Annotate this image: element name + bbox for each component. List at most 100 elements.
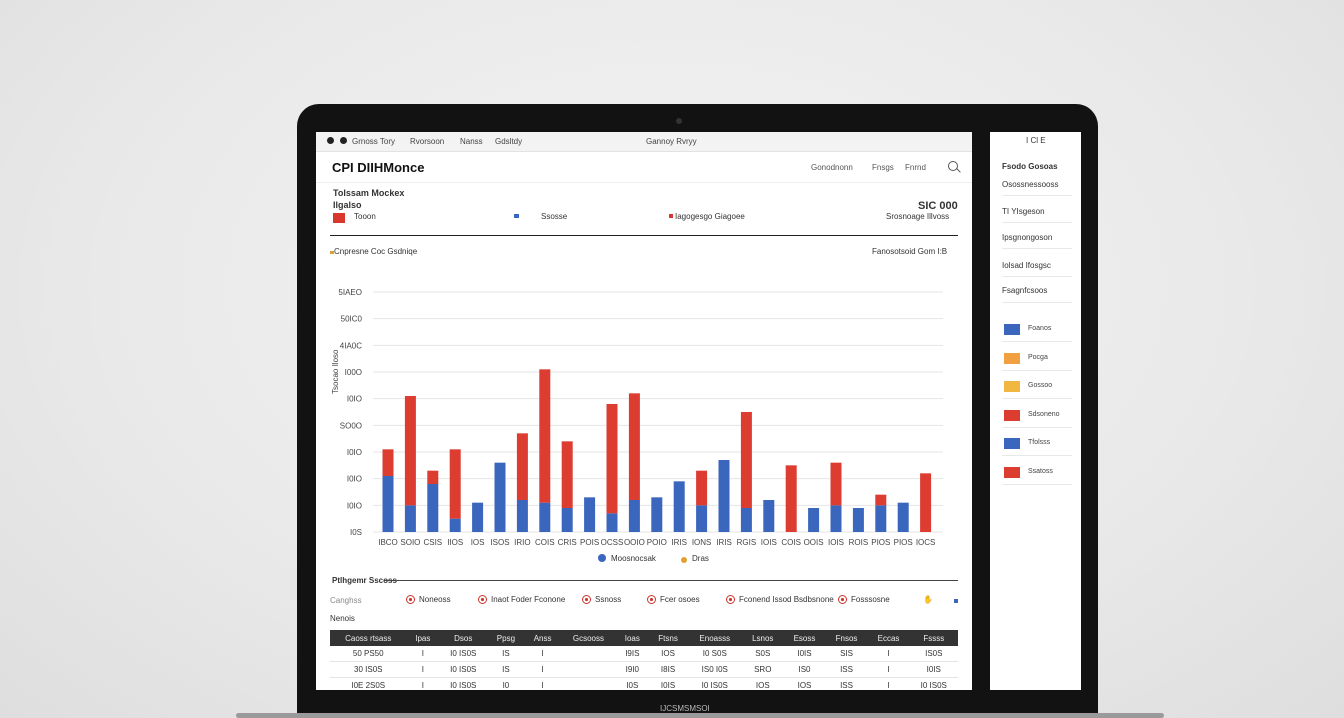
table-header-cell[interactable]: Ipas: [406, 630, 440, 646]
bar-segment-red[interactable]: [516, 433, 528, 500]
x-tick-label: IRIS: [716, 538, 732, 547]
table-row[interactable]: I0E 2S0S I I0 IS0S I0 I I0S I0IS I0 IS0S IOS IOS I…: [330, 677, 958, 690]
tab-item[interactable]: Noneoss: [406, 595, 451, 605]
bar-segment-blue[interactable]: [561, 508, 573, 532]
chart-legend-label[interactable]: Dras: [692, 554, 709, 563]
divider: [1002, 341, 1072, 342]
legend-label[interactable]: Ssatoss: [1028, 467, 1053, 475]
filter-label[interactable]: Canghss: [330, 596, 362, 605]
table-header-cell[interactable]: Anss: [524, 630, 561, 646]
bar-segment-red[interactable]: [606, 404, 618, 514]
panel-item[interactable]: Osossnessooss: [1002, 180, 1059, 189]
table-cell: IS: [487, 646, 525, 662]
bar-segment-red[interactable]: [875, 494, 887, 506]
menu-item[interactable]: Nanss: [460, 137, 483, 146]
nav-item[interactable]: Gonodnonn: [811, 163, 853, 172]
legend-label[interactable]: Sdsoneno: [1028, 410, 1060, 418]
legend-label[interactable]: Pocga: [1028, 353, 1048, 361]
bar-segment-red[interactable]: [404, 396, 416, 506]
bar-segment-blue[interactable]: [584, 497, 596, 532]
bar-segment-red[interactable]: [830, 462, 842, 506]
bar-segment-blue[interactable]: [740, 508, 752, 532]
bar-segment-red[interactable]: [449, 449, 461, 519]
bar-segment-blue[interactable]: [404, 505, 416, 532]
bar-segment-red[interactable]: [740, 412, 752, 508]
tab-item[interactable]: Fosssosne: [838, 595, 890, 605]
bar-segment-red[interactable]: [628, 393, 640, 500]
bar-segment-red[interactable]: [539, 369, 551, 503]
bar-segment-blue[interactable]: [427, 484, 439, 532]
nav-item[interactable]: Fnsgs: [872, 163, 894, 172]
panel-item[interactable]: Iolsad Ifosgsc: [1002, 261, 1051, 270]
table-header-cell[interactable]: Esoss: [783, 630, 826, 646]
table-cell: I9I0: [616, 661, 649, 678]
bar-segment-blue[interactable]: [539, 502, 551, 532]
menu-item[interactable]: Gdsltdy: [495, 137, 523, 146]
bar-segment-red[interactable]: [427, 470, 439, 484]
bar-segment-blue[interactable]: [606, 513, 618, 532]
panel-item[interactable]: Fsagnfcsoos: [1002, 286, 1048, 295]
tab-item[interactable]: Ssnoss: [582, 595, 621, 605]
x-tick-label: POIS: [580, 538, 599, 547]
bar-segment-blue[interactable]: [516, 500, 528, 532]
tab-item[interactable]: Fcer osoes: [647, 595, 700, 605]
y-tick-label: I0S: [350, 528, 362, 537]
table-header-cell[interactable]: Fnsos: [825, 630, 868, 646]
bar-segment-blue[interactable]: [449, 518, 461, 532]
table-header-cell[interactable]: Enoasss: [687, 630, 743, 646]
table-header-cell[interactable]: Fssss: [909, 630, 958, 646]
bar-segment-blue[interactable]: [382, 476, 394, 532]
panel-item[interactable]: Ipsgnongoson: [1002, 233, 1053, 242]
panel-toolbar-icons[interactable]: I Cl E: [1026, 136, 1046, 145]
bar-segment-blue[interactable]: [852, 508, 864, 532]
bar-segment-red[interactable]: [696, 470, 708, 506]
bar-segment-blue[interactable]: [718, 460, 730, 532]
bar-segment-blue[interactable]: [673, 481, 685, 532]
legend-label[interactable]: Tfolsss: [1028, 439, 1051, 446]
window-close-icon[interactable]: [327, 137, 334, 144]
table-header-cell[interactable]: Caoss rtsass: [330, 630, 407, 646]
x-tick-label: IOIS: [761, 538, 777, 547]
bar-segment-blue[interactable]: [494, 462, 506, 532]
panel-item[interactable]: TI YIsgeson: [1002, 207, 1045, 216]
table-row[interactable]: 50 PS50 I I0 IS0S IS I I9IS IOS I0 S0S S0S I0IS SI…: [330, 646, 958, 662]
search-icon[interactable]: [948, 161, 958, 171]
tab-item[interactable]: Fconend Issod Bsdbsnone: [726, 595, 834, 605]
bar-segment-blue[interactable]: [808, 508, 820, 532]
bar-segment-blue[interactable]: [472, 502, 484, 532]
table-header-cell[interactable]: Ftsns: [648, 630, 688, 646]
chart-legend-label[interactable]: Moosnocsak: [611, 554, 656, 563]
bar-segment-red[interactable]: [382, 449, 394, 476]
summary-subtitle: Ilgalso: [333, 200, 362, 210]
bar-segment-red[interactable]: [785, 465, 797, 532]
legend-label[interactable]: Foanos: [1028, 325, 1052, 332]
panel-item[interactable]: Fsodo Gosoas: [1002, 162, 1058, 171]
menu-item[interactable]: Grnoss Tory: [352, 137, 395, 146]
chart-section-label: Cnpresne Coc Gsdniqe: [334, 247, 418, 256]
table-row[interactable]: 30 IS0S I I0 IS0S IS I I9I0 I8IS IS0 I0S SRO IS0 I…: [330, 661, 958, 678]
bar-segment-blue[interactable]: [875, 505, 887, 532]
nav-item[interactable]: Fnrnd: [905, 163, 926, 172]
bar-segment-blue[interactable]: [830, 505, 842, 532]
bar-segment-blue[interactable]: [696, 505, 708, 532]
bar-segment-blue[interactable]: [628, 500, 640, 532]
table-header-cell[interactable]: Eccas: [867, 630, 910, 646]
bar-segment-blue[interactable]: [897, 502, 909, 532]
table-header-cell[interactable]: Gcsooss: [560, 630, 616, 646]
window-minimize-icon[interactable]: [340, 137, 347, 144]
info-icon[interactable]: [954, 599, 958, 603]
handshake-icon[interactable]: ✋: [923, 595, 933, 604]
table-header-cell[interactable]: Lsnos: [742, 630, 784, 646]
bar-segment-blue[interactable]: [763, 500, 775, 532]
table-header-cell[interactable]: Ppsg: [487, 630, 525, 646]
bar-segment-red[interactable]: [920, 473, 932, 532]
bar-segment-blue[interactable]: [651, 497, 663, 532]
table-header-cell[interactable]: Dsos: [439, 630, 488, 646]
tab-item[interactable]: Inaot Foder Fconone: [478, 595, 565, 605]
table-header-cell[interactable]: Ioas: [616, 630, 649, 646]
x-tick-label: IOCS: [916, 538, 936, 547]
menu-item[interactable]: Rvorsoon: [410, 137, 445, 146]
bar-segment-red[interactable]: [561, 441, 573, 508]
filter-label[interactable]: Nenois: [330, 614, 355, 623]
legend-label[interactable]: Gossoo: [1028, 382, 1053, 389]
